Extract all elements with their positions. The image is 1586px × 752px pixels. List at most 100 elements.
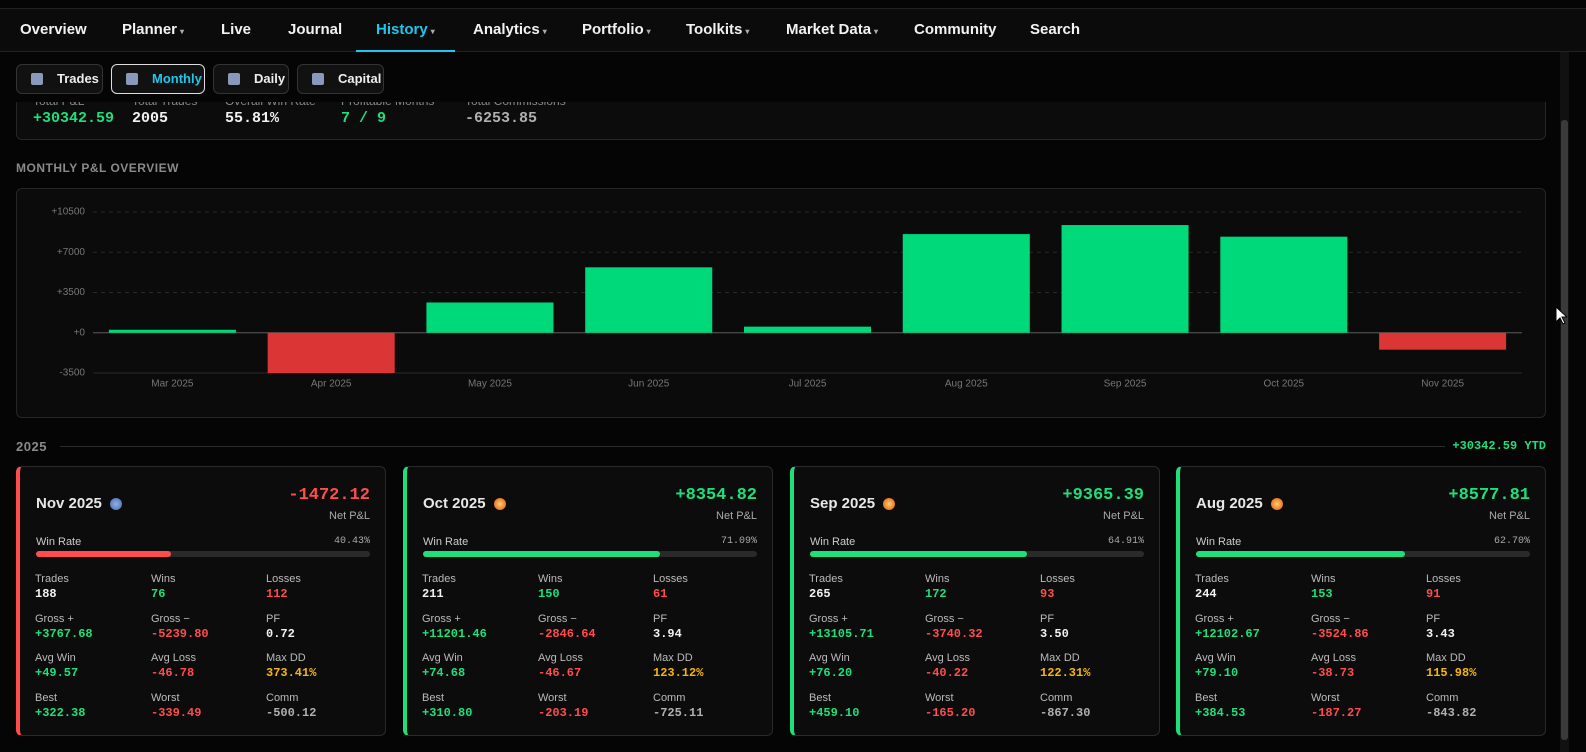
stat-value: -40.22 <box>925 666 969 680</box>
month-card[interactable]: Oct 2025 +8354.82 Net P&L Win Rate 71.09% Tra… <box>403 466 773 736</box>
nav-item[interactable]: Journal <box>288 9 342 52</box>
tab[interactable]: Monthly <box>111 64 205 94</box>
stat-value: 93 <box>1040 587 1055 601</box>
stat-value: -38.73 <box>1311 666 1355 680</box>
stat-label: Gross − <box>151 613 190 625</box>
stat-value: 153 <box>1311 587 1333 601</box>
win-rate-label: Win Rate <box>423 536 469 548</box>
month-icon <box>1271 498 1283 510</box>
stat-label: Gross − <box>538 613 577 625</box>
stat-value: 61 <box>653 587 668 601</box>
stat-value: -46.67 <box>538 666 582 680</box>
tab-label: Trades <box>57 71 99 86</box>
scroll-thumb[interactable] <box>1561 120 1568 740</box>
nav-item[interactable]: Search <box>1030 9 1080 52</box>
month-card[interactable]: Aug 2025 +8577.81 Net P&L Win Rate 62.70% Tra… <box>1176 466 1546 736</box>
month-card[interactable]: Nov 2025 -1472.12 Net P&L Win Rate 40.43% Tra… <box>16 466 386 736</box>
stat-label: PF <box>1040 613 1055 625</box>
stat-label: Avg Loss <box>1311 652 1357 664</box>
stat-value: -339.49 <box>151 706 202 720</box>
x-tick-label: Mar 2025 <box>151 379 194 390</box>
stat-value: -203.19 <box>538 706 589 720</box>
stat-label: Wins <box>538 573 563 585</box>
x-tick-label: Aug 2025 <box>945 379 988 390</box>
summary-value: -6253.85 <box>465 110 538 127</box>
nav-item[interactable]: Planner ▾ <box>122 9 184 52</box>
stat-label: Comm <box>266 692 299 704</box>
stat-value: -3524.86 <box>1311 627 1369 641</box>
stat-label: Losses <box>1426 573 1461 585</box>
caret: ▾ <box>542 27 547 36</box>
nav-label: Analytics <box>473 21 540 38</box>
stat-value: +12102.67 <box>1195 627 1260 641</box>
stat-value: -3740.32 <box>925 627 983 641</box>
win-rate-track <box>423 551 757 557</box>
net-label: Net P&L <box>716 510 757 522</box>
nav-label: History <box>376 21 428 38</box>
nav-item[interactable]: History ▾ <box>356 9 455 52</box>
card-title: Nov 2025 <box>36 495 102 512</box>
stat-label: Best <box>422 692 445 704</box>
stat-label: Max DD <box>1426 652 1466 664</box>
x-tick-label: Jun 2025 <box>628 379 670 390</box>
net-label: Net P&L <box>329 510 370 522</box>
stat-value: +11201.46 <box>422 627 487 641</box>
month-icon <box>494 498 506 510</box>
x-tick-label: Sep 2025 <box>1104 379 1147 390</box>
nav-item[interactable]: Toolkits ▾ <box>686 9 749 52</box>
stat-label: Gross + <box>422 613 461 625</box>
bar <box>585 267 713 333</box>
win-rate-bar <box>810 551 1027 557</box>
ytd-total: +30342.59 YTD <box>1452 439 1546 453</box>
stat-value: -5239.80 <box>151 627 209 641</box>
stat-value: -165.20 <box>925 706 976 720</box>
stat-label: Comm <box>1040 692 1073 704</box>
stat-value: 115.98% <box>1426 666 1477 680</box>
summary-value: +30342.59 <box>33 110 115 127</box>
nav-item[interactable]: Market Data ▾ <box>786 9 878 52</box>
win-rate-track <box>1196 551 1530 557</box>
net-label: Net P&L <box>1489 510 1530 522</box>
stat-value: +79.10 <box>1195 666 1239 680</box>
y-tick-label: -3500 <box>59 368 85 379</box>
stat-label: Trades <box>809 573 843 585</box>
stat-label: PF <box>653 613 668 625</box>
bar <box>1220 236 1348 333</box>
stat-value: +74.68 <box>422 666 466 680</box>
month-card[interactable]: Sep 2025 +9365.39 Net P&L Win Rate 64.91% Tra… <box>790 466 1160 736</box>
tab[interactable]: Daily <box>213 64 289 94</box>
nav-item[interactable]: Community <box>914 9 997 52</box>
divider <box>60 446 1445 447</box>
stat-value: +76.20 <box>809 666 853 680</box>
stat-value: +322.38 <box>35 706 86 720</box>
nav-label: Search <box>1030 21 1081 38</box>
win-rate-value: 40.43% <box>333 536 370 547</box>
stat-value: 3.94 <box>653 627 682 641</box>
tab[interactable]: Capital <box>297 64 384 94</box>
nav-item[interactable]: Live <box>221 9 251 52</box>
stat-value: +3767.68 <box>35 627 93 641</box>
year-label: 2025 <box>16 439 47 454</box>
nav-item[interactable]: Analytics ▾ <box>473 9 547 52</box>
cursor <box>1555 306 1567 325</box>
net-label: Net P&L <box>1103 510 1144 522</box>
month-icon <box>110 498 122 510</box>
stat-value: 188 <box>35 587 57 601</box>
stat-label: Avg Win <box>422 652 463 664</box>
nav-item[interactable]: Overview <box>20 9 87 52</box>
stat-label: Wins <box>151 573 176 585</box>
month-icon <box>883 498 895 510</box>
tab[interactable]: Trades <box>16 64 103 94</box>
stat-label: Worst <box>1311 692 1340 704</box>
stat-value: 211 <box>422 587 444 601</box>
stat-label: Losses <box>653 573 688 585</box>
nav-label: Portfolio <box>582 21 644 38</box>
nav-item[interactable]: Portfolio ▾ <box>582 9 651 52</box>
stat-value: 244 <box>1195 587 1217 601</box>
stat-label: Gross − <box>925 613 964 625</box>
stat-label: Best <box>1195 692 1218 704</box>
stat-label: Wins <box>925 573 950 585</box>
stat-value: 3.50 <box>1040 627 1069 641</box>
net-pnl: -1472.12 <box>288 486 370 505</box>
